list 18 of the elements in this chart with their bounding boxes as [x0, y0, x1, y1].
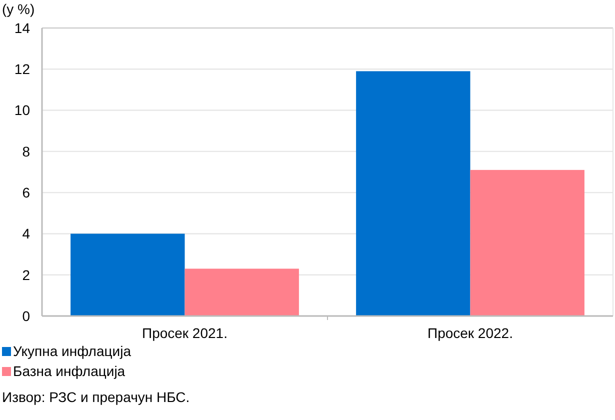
y-axis-title: (у %)	[2, 1, 35, 17]
legend-label: Базна инфлација	[13, 363, 126, 379]
y-tick-label: 8	[22, 143, 30, 160]
x-tick-label: Просек 2022.	[428, 325, 513, 341]
y-tick-label: 6	[22, 184, 30, 200]
y-tick-label: 0	[22, 308, 30, 324]
bar	[356, 71, 470, 316]
y-tick-label: 2	[22, 266, 30, 283]
y-tick-label: 12	[14, 61, 30, 78]
bar	[70, 234, 185, 316]
text: Извор: РЗС и прерачун НБС.	[2, 389, 190, 405]
y-tick-label: 4	[22, 226, 30, 242]
legend-label: Укупна инфлација	[13, 343, 132, 359]
bar	[184, 268, 299, 316]
bar	[470, 170, 584, 316]
y-tick-label: 14	[14, 20, 30, 36]
x-tick-label: Просек 2021.	[142, 325, 228, 341]
y-tick-label: 10	[14, 102, 30, 118]
